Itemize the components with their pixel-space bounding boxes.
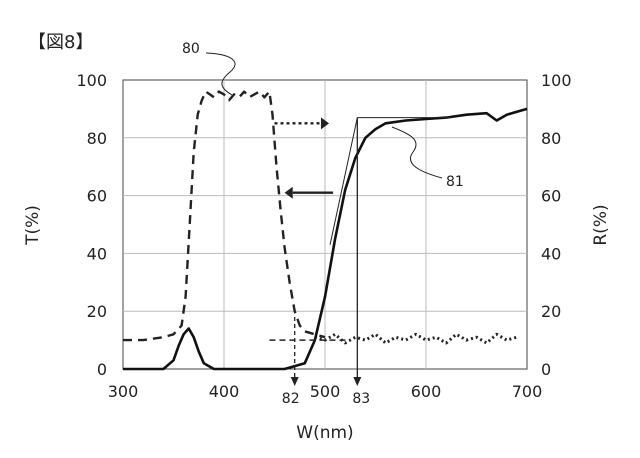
ref-82-arrowhead [291, 377, 299, 386]
y-tick-label-left: 60 [87, 187, 107, 206]
y-tick-label-right: 60 [541, 187, 561, 206]
x-tick-label: 400 [209, 382, 240, 401]
ref-82-label: 82 [282, 391, 300, 407]
series-80-baseline-line [315, 334, 517, 343]
y-tick-label-left: 20 [87, 302, 107, 321]
ref-81-leader [392, 127, 442, 178]
y-tick-label-right: 40 [541, 244, 561, 263]
y-tick-label-right: 80 [541, 129, 561, 148]
x-tick-label: 300 [108, 382, 139, 401]
x-axis-label: W(nm) [296, 423, 353, 443]
y-tick-label-right: 100 [541, 71, 572, 90]
y-tick-label-left: 0 [97, 360, 107, 379]
figure-label: 【図8】 [28, 32, 93, 53]
ref-80-label: 80 [182, 41, 200, 57]
half-rise-guide [330, 118, 357, 245]
y-tick-label-left: 40 [87, 244, 107, 263]
x-tick-label: 500 [310, 382, 341, 401]
y-tick-label-right: 20 [541, 302, 561, 321]
arrow-to-left-axis-head [285, 187, 293, 199]
y-tick-label-left: 100 [76, 71, 107, 90]
ref-80-leader [206, 53, 235, 95]
x-tick-label: 600 [411, 382, 442, 401]
y-tick-label-right: 0 [541, 360, 551, 379]
ref-81-label: 81 [446, 174, 464, 190]
ref-83-arrowhead [353, 377, 361, 386]
ref-83-label: 83 [352, 391, 370, 407]
x-tick-label: 700 [512, 382, 543, 401]
y-tick-label-left: 80 [87, 129, 107, 148]
y-axis-label-right: R(%) [591, 204, 611, 245]
y-axis-label-left: T(%) [23, 205, 43, 246]
